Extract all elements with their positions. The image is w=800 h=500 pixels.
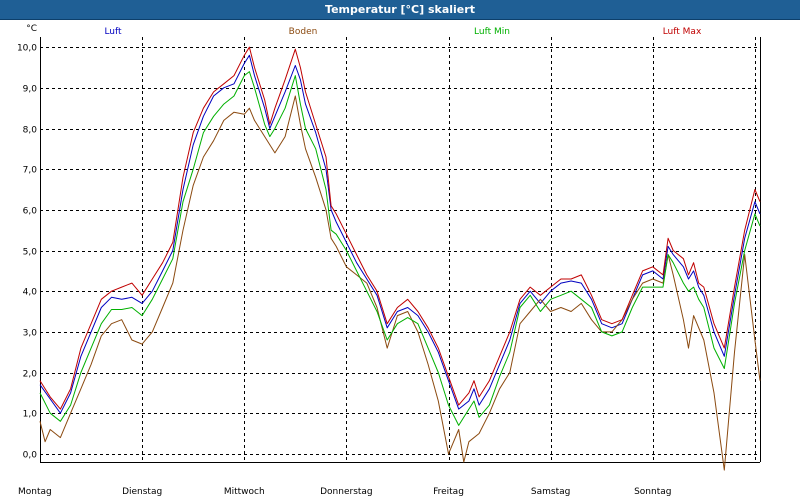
series-line-luft-min <box>39 71 761 426</box>
x-tick-labels: Montag29.11.21Dienstag30.11.21Mittwoch01… <box>18 487 671 497</box>
legend-item: Boden <box>289 27 318 37</box>
y-tick-label: 7,0 <box>23 166 38 176</box>
legend-item: Luft Max <box>663 27 702 37</box>
legend: Luft Boden Luft Min Luft Max <box>104 27 702 37</box>
chart-title-bar: Temperatur [°C] skaliert <box>0 0 800 20</box>
series-line-luft-max <box>39 46 761 410</box>
series-line-luft <box>39 54 761 414</box>
legend-item: Luft Min <box>474 27 510 37</box>
y-tick-label: 5,0 <box>23 248 38 258</box>
x-tick-label-day: Samstag <box>531 487 570 497</box>
y-tick-label: 0,0 <box>23 451 38 461</box>
x-tick-label-day: Mittwoch <box>224 487 265 497</box>
y-axis-label: °C <box>26 24 37 34</box>
x-tick-label-day: Donnerstag <box>320 487 373 497</box>
temperature-chart: 0,0 1,0 2,0 3,0 4,0 5,0 6,0 7,0 8,0 9,0 10,0 °C Mon… <box>17 24 761 497</box>
y-tick-label: 2,0 <box>23 370 38 380</box>
x-tick-label-day: Freitag <box>433 487 464 497</box>
y-tick-label: 8,0 <box>23 126 38 136</box>
chart-title: Temperatur [°C] skaliert <box>325 3 475 16</box>
y-tick-label: 1,0 <box>23 410 38 420</box>
y-tick-label: 10,0 <box>17 44 37 54</box>
grid-lines <box>40 37 760 462</box>
x-tick-label-day: Montag <box>18 487 52 497</box>
y-tick-label: 9,0 <box>23 85 38 95</box>
axes <box>40 37 761 463</box>
y-tick-label: 6,0 <box>23 207 38 217</box>
series-lines <box>39 46 761 471</box>
legend-item: Luft <box>104 27 122 37</box>
y-tick-labels: 0,0 1,0 2,0 3,0 4,0 5,0 6,0 7,0 8,0 9,0 10,0 °C <box>17 24 37 461</box>
x-tick-label-day: Sonntag <box>634 487 671 497</box>
x-tick-label-day: Dienstag <box>122 487 162 497</box>
y-tick-label: 4,0 <box>23 288 38 298</box>
y-tick-label: 3,0 <box>23 329 38 339</box>
series-line-boden <box>39 95 761 471</box>
